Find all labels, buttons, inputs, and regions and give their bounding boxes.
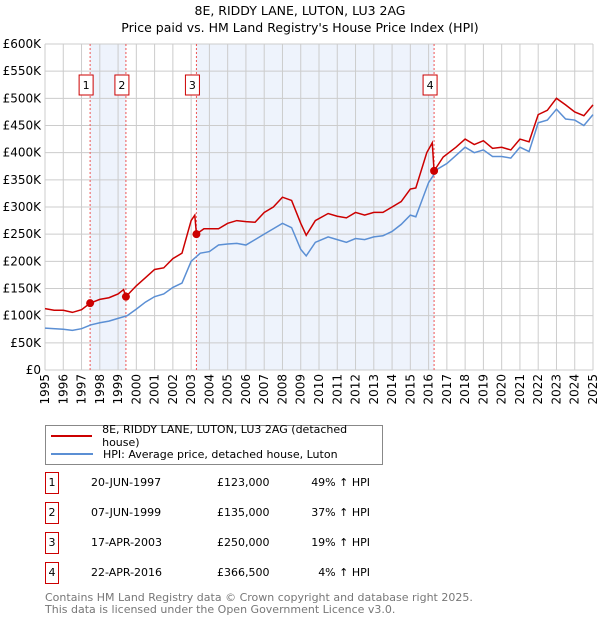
sale-marker-label: 1 — [83, 79, 90, 92]
sale-price: £250,000 — [217, 536, 270, 549]
x-tick-label: 2008 — [275, 374, 289, 405]
x-tick-label: 1997 — [75, 374, 89, 405]
x-tick-label: 2007 — [257, 374, 271, 405]
sale-date: 07-JUN-1999 — [91, 506, 162, 519]
x-tick-label: 1996 — [56, 374, 70, 405]
chart-title: 8E, RIDDY LANE, LUTON, LU3 2AG — [194, 3, 406, 18]
sale-hpi-diff: 19% ↑ HPI — [311, 536, 370, 549]
sale-marker-label: 2 — [118, 79, 125, 92]
x-tick-label: 2001 — [148, 374, 162, 405]
sale-row: 4 22-APR-2016 £366,500 4% ↑ HPI — [45, 562, 600, 584]
sale-number-badge: 2 — [45, 502, 59, 524]
sale-price: £366,500 — [217, 566, 270, 579]
y-tick-label: £350K — [3, 173, 43, 187]
y-tick-label: £50K — [10, 336, 42, 350]
y-tick-label: £100K — [3, 309, 43, 323]
x-tick-label: 2014 — [385, 374, 399, 405]
chart-subtitle: Price paid vs. HM Land Registry's House … — [121, 20, 479, 35]
y-tick-label: £150K — [3, 282, 43, 296]
sale-price: £135,000 — [217, 506, 270, 519]
x-tick-label: 2015 — [403, 374, 417, 405]
x-tick-label: 2022 — [531, 374, 545, 405]
y-tick-label: £250K — [3, 227, 43, 241]
legend-label-hpi: HPI: Average price, detached house, Luto… — [103, 447, 338, 461]
sale-number-badge: 1 — [45, 472, 59, 494]
property-price-line — [44, 97, 594, 314]
x-tick-label: 2017 — [440, 374, 454, 405]
x-tick-label: 2020 — [495, 374, 509, 405]
x-tick-label: 1999 — [111, 374, 125, 405]
x-tick-label: 2000 — [129, 374, 143, 405]
sale-number-badge: 3 — [45, 532, 59, 554]
y-tick-label: £450K — [3, 119, 43, 133]
sale-date: 20-JUN-1997 — [91, 476, 162, 489]
sale-point — [86, 299, 95, 308]
sale-price: £123,000 — [217, 476, 270, 489]
sale-marker-box — [78, 74, 94, 96]
sale-marker-box — [422, 74, 438, 96]
legend-item-hpi: HPI: Average price, detached house, Luto… — [51, 445, 338, 463]
sale-row: 2 07-JUN-1999 £135,000 37% ↑ HPI — [45, 502, 600, 524]
sale-date: 17-APR-2003 — [91, 536, 163, 549]
x-tick-label: 2012 — [349, 374, 363, 405]
footer-line-1: Contains HM Land Registry data © Crown c… — [45, 591, 473, 604]
sale-date: 22-APR-2016 — [91, 566, 163, 579]
legend-swatch-red — [51, 435, 93, 437]
sale-marker-box — [114, 74, 130, 96]
sale-point — [121, 292, 130, 301]
sale-row: 3 17-APR-2003 £250,000 19% ↑ HPI — [45, 532, 600, 554]
x-tick-label: 2023 — [549, 374, 563, 405]
sale-point — [430, 166, 439, 175]
sale-marker-box — [184, 74, 200, 96]
legend-swatch-blue — [51, 453, 93, 455]
sale-hpi-diff: 4% ↑ HPI — [318, 566, 370, 579]
x-tick-label: 2003 — [184, 374, 198, 405]
x-tick-label: 2009 — [294, 374, 308, 405]
x-tick-label: 2016 — [422, 374, 436, 405]
price-chart: £0 £50K £100K £150K £200K £250K £300K £350K £400… — [3, 37, 600, 405]
footer: Contains HM Land Registry data © Crown c… — [45, 592, 473, 616]
y-tick-label: £550K — [3, 64, 43, 78]
x-tick-label: 2025 — [586, 374, 600, 405]
y-tick-label: £0 — [26, 363, 41, 377]
footer-line-2: This data is licensed under the Open Gov… — [45, 603, 396, 616]
x-tick-label: 2010 — [312, 374, 326, 405]
sale-hpi-diff: 37% ↑ HPI — [311, 506, 370, 519]
y-tick-label: £600K — [3, 37, 43, 51]
x-tick-label: 2024 — [568, 374, 582, 405]
x-tick-label: 2005 — [221, 374, 235, 405]
x-tick-label: 2021 — [513, 374, 527, 405]
x-tick-label: 2011 — [330, 374, 344, 405]
hpi-line — [44, 108, 594, 332]
x-tick-label: 1998 — [93, 374, 107, 405]
y-tick-label: £400K — [3, 146, 43, 160]
x-tick-label: 2013 — [367, 374, 381, 405]
sale-row: 1 20-JUN-1997 £123,000 49% ↑ HPI — [45, 472, 600, 494]
sale-number-badge: 4 — [45, 562, 59, 584]
x-tick-label: 2019 — [476, 374, 490, 405]
x-tick-label: 2006 — [239, 374, 253, 405]
sale-marker-label: 3 — [189, 79, 196, 92]
x-tick-label: 1995 — [38, 374, 52, 405]
y-tick-label: £500K — [3, 91, 43, 105]
x-tick-label: 2002 — [166, 374, 180, 405]
legend-label-property: 8E, RIDDY LANE, LUTON, LU3 2AG (detached… — [102, 423, 348, 449]
legend-item-property: 8E, RIDDY LANE, LUTON, LU3 2AG (detached… — [51, 423, 382, 449]
sale-point — [192, 230, 201, 239]
y-tick-label: £300K — [3, 200, 43, 214]
x-tick-label: 2004 — [202, 374, 216, 405]
legend: 8E, RIDDY LANE, LUTON, LU3 2AG (detached… — [45, 423, 383, 465]
x-tick-label: 2018 — [458, 374, 472, 405]
sale-hpi-diff: 49% ↑ HPI — [311, 476, 370, 489]
sale-marker-label: 4 — [427, 79, 434, 92]
y-tick-label: £200K — [3, 254, 43, 268]
